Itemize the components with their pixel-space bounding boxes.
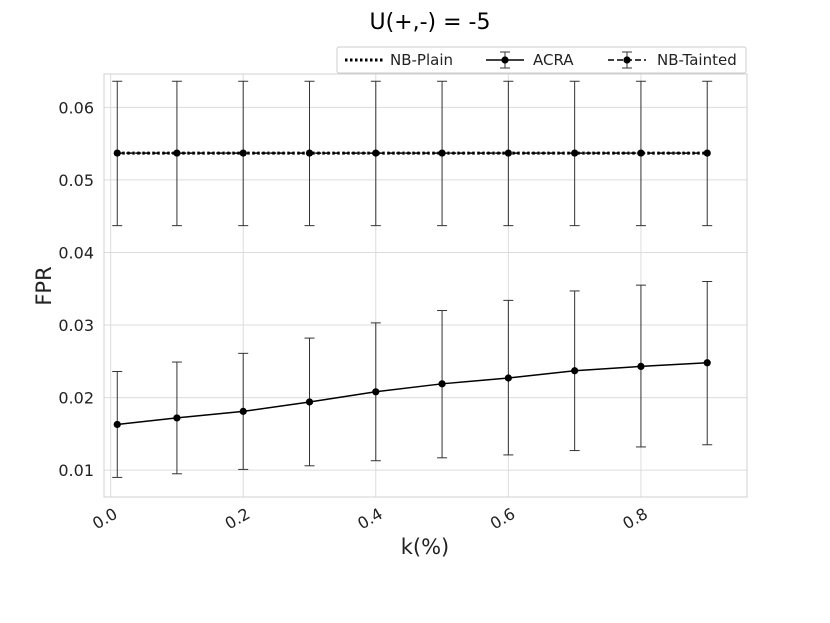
y-tick-label: 0.04 [58,243,94,262]
legend-label: NB-Tainted [657,51,737,69]
data-point-nb-tainted [571,149,579,157]
y-tick-label: 0.05 [58,171,94,190]
y-tick-label: 0.01 [58,461,94,480]
data-point-nb-tainted [113,149,121,157]
data-point-acra [305,398,314,406]
y-tick-label: 0.02 [58,389,94,408]
plot-series [112,80,713,478]
tick-labels: 0.01 0.02 0.03 0.04 0.05 0.06 0.0 0.2 0.4 0.6 0.8 [58,98,651,533]
legend-item-nb-plain: NB-Plain [345,51,453,69]
x-tick-label: 0.8 [619,504,651,533]
data-point-nb-tainted [239,149,247,157]
errorbars-acra [112,281,713,478]
data-point-acra [113,420,121,429]
y-axis-label: FPR [32,266,56,305]
data-point-nb-tainted [703,149,711,157]
legend-marker [623,56,631,64]
plot-frame [103,73,748,498]
data-point-nb-tainted [438,149,446,157]
data-point-acra [504,374,512,382]
data-point-acra [703,359,711,367]
legend-box [336,46,747,74]
legend: NB-Plain ACRA NB-Tainted [336,46,747,74]
data-point-acra [239,407,247,415]
series-line-acra [117,362,708,426]
data-point-nb-tainted [504,149,512,157]
data-point-acra [173,414,181,422]
data-point-acra [637,362,645,370]
x-tick-label: 0.6 [487,504,519,533]
x-tick-label: 0.0 [89,504,121,533]
x-tick-label: 0.4 [354,504,386,533]
x-axis-label: k(%) [401,535,450,559]
grid-lines [104,74,747,497]
data-point-acra [438,380,446,388]
chart-title: U(+,-) = -5 [370,10,491,35]
legend-label: NB-Plain [390,51,453,69]
data-point-acra [571,367,579,375]
data-point-nb-tainted [173,149,181,157]
legend-item-nb-tainted: NB-Tainted [608,51,737,69]
x-tick-label: 0.2 [222,504,254,533]
legend-item-acra: ACRA [486,51,574,69]
data-point-nb-tainted [637,149,645,157]
y-tick-label: 0.06 [58,98,94,117]
data-point-nb-tainted [372,149,380,157]
data-point-acra [372,388,380,396]
legend-marker [501,56,509,64]
legend-label: ACRA [533,51,574,69]
y-tick-label: 0.03 [58,316,94,335]
data-point-nb-tainted [305,149,314,157]
